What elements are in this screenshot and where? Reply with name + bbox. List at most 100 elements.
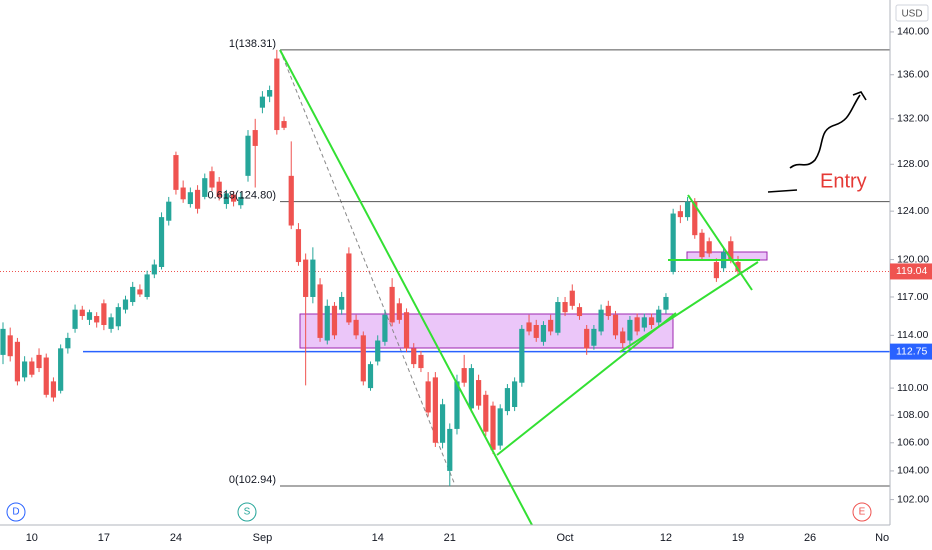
candle-body	[194, 189, 201, 209]
candle-body	[692, 201, 698, 236]
x-tick-label: 24	[170, 532, 182, 544]
candle-body	[713, 262, 719, 279]
candle-body	[0, 328, 6, 355]
candle-body	[447, 428, 453, 471]
candle-body	[14, 341, 21, 382]
candle-body	[94, 316, 100, 323]
candle-body	[555, 302, 561, 333]
price-tag	[890, 343, 932, 360]
candle-body	[29, 361, 35, 375]
candle-body	[706, 241, 712, 254]
candle-body	[454, 381, 460, 429]
event-icon-label: S	[244, 507, 251, 518]
event-icon	[237, 502, 257, 522]
x-tick-label: 21	[444, 532, 456, 544]
candle-body	[245, 135, 251, 176]
candle-body	[310, 259, 316, 297]
candle-body	[288, 175, 294, 226]
candle-body	[375, 340, 381, 362]
trend-line	[687, 194, 753, 291]
fib-trend-line	[279, 49, 456, 486]
candle-body	[267, 90, 273, 97]
trend-line	[619, 261, 759, 353]
candle-body	[144, 274, 150, 297]
candle-body	[7, 335, 13, 357]
event-icon-label: E	[859, 507, 866, 518]
x-tick-label: Sep	[253, 532, 273, 544]
candle-body	[295, 229, 302, 263]
x-tick-label: 12	[660, 532, 672, 544]
candle-body	[382, 314, 388, 342]
candle-body	[576, 307, 583, 317]
candle-body	[58, 348, 64, 391]
candle-body	[648, 317, 655, 326]
candle-body	[151, 264, 157, 275]
candle-body	[684, 201, 691, 218]
candle-body	[166, 201, 172, 221]
candle-body	[432, 377, 438, 443]
x-tick-label: 17	[98, 532, 110, 544]
y-tick-label: 108.00	[897, 409, 929, 421]
candle-body	[526, 322, 532, 332]
candle-body	[439, 404, 446, 443]
candle-body	[656, 309, 662, 323]
candle-body	[281, 121, 287, 128]
candle-body	[43, 357, 49, 395]
candle-body	[519, 328, 525, 383]
trend-line	[496, 312, 677, 456]
candle-body	[627, 319, 633, 341]
candle-body	[86, 312, 93, 320]
candle-body	[677, 211, 683, 218]
candle-body	[612, 314, 619, 336]
candle-body	[634, 317, 640, 332]
y-tick-label: 120.00	[897, 253, 929, 265]
candle-body	[238, 196, 244, 206]
candle-body	[569, 290, 575, 306]
x-tick-label: 19	[732, 532, 744, 544]
arrow-head	[852, 91, 867, 101]
candle-body	[396, 303, 402, 320]
y-tick-label: 114.00	[897, 329, 928, 341]
fib-label: 1(138.31)	[229, 38, 276, 50]
candle-body	[158, 217, 165, 267]
event-icon-label: D	[12, 507, 19, 518]
price-tag	[890, 263, 932, 280]
candle-body	[209, 171, 215, 188]
candle-body	[108, 317, 114, 329]
y-tick-label: 117.00	[897, 291, 928, 303]
currency: USD	[901, 9, 922, 20]
y-tick-label: 124.00	[897, 205, 929, 217]
candle-body	[605, 305, 611, 317]
candle-body	[339, 296, 345, 310]
candle-body	[663, 296, 669, 310]
x-tick-label: No	[875, 532, 889, 544]
candle-body	[65, 337, 71, 349]
candle-body	[540, 325, 547, 342]
y-tick-label: 136.00	[897, 69, 929, 81]
candle-body	[303, 259, 309, 297]
candle-body	[317, 284, 323, 338]
candle-body	[173, 155, 179, 190]
candle-body	[36, 354, 42, 369]
candle-body	[620, 331, 626, 344]
candle-body	[468, 368, 474, 409]
candle-body	[130, 286, 136, 303]
candle-body	[389, 286, 395, 323]
candle-body	[187, 192, 193, 205]
candle-body	[497, 408, 503, 446]
candle-body	[50, 381, 57, 398]
price-axis: USD 102.00 104.00 106.00 108.00 110.00 114.00…	[889, 0, 932, 550]
candle-body	[137, 289, 143, 295]
candles	[0, 49, 741, 487]
candle-body	[728, 241, 734, 260]
candle-body	[584, 328, 590, 349]
trend-line	[279, 49, 533, 526]
y-tick-label: 104.00	[897, 465, 929, 477]
candle-body	[202, 178, 208, 197]
candle-body	[216, 181, 222, 197]
candle-body	[735, 262, 741, 272]
hand-drawn-arrow	[767, 94, 861, 193]
drawings: Entry 1(138.31) 0.618(124.80) 0(102.94)	[208, 38, 867, 526]
candle-body	[122, 299, 129, 310]
